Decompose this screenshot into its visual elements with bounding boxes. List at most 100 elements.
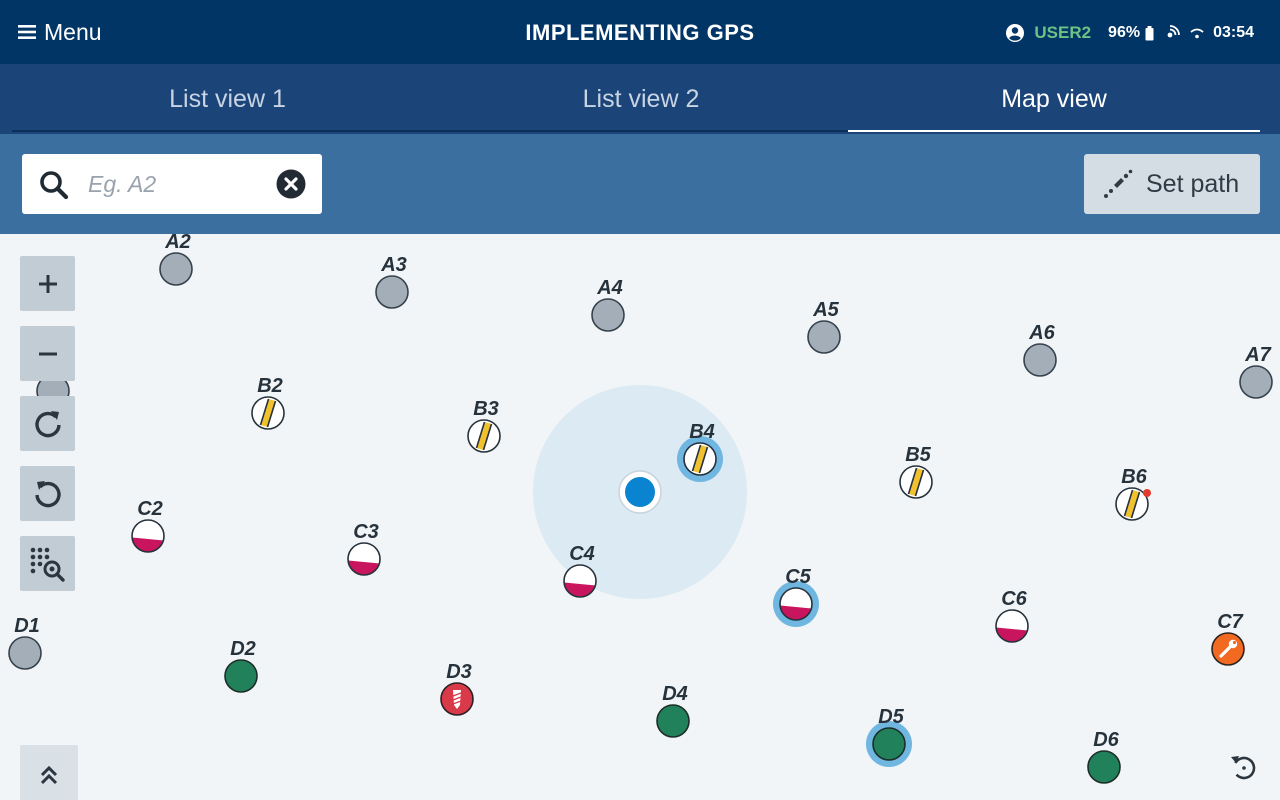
marker-label: A3 [380, 254, 407, 276]
tab-map-view[interactable]: Map view [848, 64, 1260, 134]
marker-label: B2 [257, 375, 283, 397]
marker-label: B3 [473, 398, 499, 420]
rotate-ccw-icon [34, 480, 61, 507]
alert-dot [1143, 489, 1151, 497]
expand-panel-button[interactable] [20, 745, 78, 800]
set-path-label: Set path [1146, 169, 1240, 198]
tab-list-view-2[interactable]: List view 2 [582, 84, 700, 113]
marker-label: B4 [689, 421, 715, 443]
wifi-icon [1190, 28, 1204, 39]
marker-label: A2 [164, 234, 191, 253]
battery-level: 96% [1108, 24, 1141, 41]
map-marker-d1[interactable]: D1 [8, 615, 42, 670]
search-icon [40, 171, 69, 200]
map-marker-a4[interactable]: A4 [591, 277, 625, 332]
half-filled-marker-icon [563, 564, 597, 598]
striped-marker-icon [467, 419, 501, 453]
map-marker-d4[interactable]: D4 [656, 683, 690, 738]
undo-button[interactable] [20, 466, 75, 521]
status-bar: USER2 96% 03:54 [1005, 20, 1254, 46]
drill-marker-icon [440, 682, 474, 716]
top-bar: Menu IMPLEMENTING GPS USER2 96% [0, 0, 1280, 64]
clear-search-icon[interactable] [276, 169, 306, 199]
map-marker-c7[interactable]: C7 [1211, 611, 1245, 666]
map-marker-a6[interactable]: A6 [1023, 322, 1057, 377]
map-area[interactable]: A2 A3 A4 A5 A6 A7 B2 B3 B4 B5 B6 C2 C3 C4 C5 C6 C7 D1 D2 D3… [0, 234, 1280, 800]
map-marker-b6[interactable]: B6 [1115, 466, 1151, 521]
marker-label: D4 [662, 683, 688, 705]
wrench-marker-icon [1211, 632, 1245, 666]
striped-marker-icon [683, 442, 717, 476]
redo-button[interactable] [20, 396, 75, 451]
marker-label: D1 [14, 615, 40, 637]
tab-list-view-1[interactable]: List view 1 [169, 84, 286, 113]
grey-marker-icon [807, 320, 841, 354]
map-marker-a3[interactable]: A3 [375, 254, 409, 309]
current-location-marker [618, 470, 662, 514]
marker-label: A7 [1244, 344, 1271, 366]
refresh-location-icon [1231, 756, 1256, 780]
green-marker-icon [656, 704, 690, 738]
user-name: USER2 [1034, 23, 1092, 42]
green-marker-icon [872, 727, 906, 761]
map-marker-c6[interactable]: C6 [995, 588, 1029, 643]
marker-label: C3 [353, 521, 379, 543]
zoom-in-button[interactable] [20, 256, 75, 311]
clock-time: 03:54 [1213, 24, 1254, 41]
striped-marker-icon [1115, 487, 1149, 521]
recenter-button[interactable] [1224, 748, 1262, 786]
set-path-button[interactable]: Set path [1084, 154, 1260, 214]
menu-label: Menu [44, 18, 102, 45]
grey-marker-icon [591, 298, 625, 332]
grid-search-icon [30, 547, 65, 582]
map-marker-b2[interactable]: B2 [251, 375, 285, 430]
hamburger-icon [18, 25, 36, 39]
map-marker-d2[interactable]: D2 [224, 638, 258, 693]
path-icon [1104, 169, 1133, 198]
user-icon [1006, 24, 1025, 42]
map-marker-c2[interactable]: C2 [131, 498, 165, 553]
marker-label: A6 [1028, 322, 1055, 344]
marker-label: C4 [569, 543, 595, 565]
map-marker-d5[interactable]: D5 [866, 706, 912, 767]
marker-label: D2 [230, 638, 256, 660]
zoom-out-button[interactable] [20, 326, 75, 381]
marker-label: A5 [812, 299, 839, 321]
grey-marker-icon [8, 636, 42, 670]
plus-icon [38, 274, 57, 293]
half-filled-marker-icon [995, 609, 1029, 643]
tabs-divider [12, 130, 848, 132]
half-filled-marker-icon [779, 587, 813, 621]
map-marker-a2[interactable]: A2 [159, 234, 193, 286]
map-marker-a5[interactable]: A5 [807, 299, 841, 354]
map-canvas[interactable]: A2 A3 A4 A5 A6 A7 B2 B3 B4 B5 B6 C2 C3 C4 C5 C6 C7 D1 D2 D3… [0, 234, 1280, 800]
double-chevron-up-icon [40, 765, 58, 785]
map-marker-b3[interactable]: B3 [467, 398, 501, 453]
striped-marker-icon [899, 465, 933, 499]
green-marker-icon [1087, 750, 1121, 784]
map-marker-c3[interactable]: C3 [347, 521, 381, 576]
map-marker-d6[interactable]: D6 [1087, 729, 1121, 784]
map-marker-b4[interactable]: B4 [677, 421, 723, 482]
marker-label: C7 [1217, 611, 1243, 633]
menu-button[interactable]: Menu [18, 16, 102, 48]
marker-label: A4 [596, 277, 623, 299]
marker-label: C5 [785, 566, 811, 588]
marker-label: D3 [446, 661, 472, 683]
map-marker-c5[interactable]: C5 [773, 566, 819, 627]
marker-label: B5 [905, 444, 931, 466]
map-marker-b5[interactable]: B5 [899, 444, 933, 499]
grey-marker-icon [1023, 343, 1057, 377]
marker-label: D6 [1093, 729, 1119, 751]
map-marker-c4[interactable]: C4 [563, 543, 597, 598]
grid-search-button[interactable] [20, 536, 75, 591]
marker-label: C2 [137, 498, 163, 520]
search-toolbar: Set path [0, 134, 1280, 234]
search-box [22, 154, 322, 214]
half-filled-marker-icon [347, 542, 381, 576]
search-input[interactable] [88, 166, 268, 202]
map-marker-a7[interactable]: A7 [1239, 344, 1273, 399]
grey-marker-icon [1239, 365, 1273, 399]
map-marker-d3[interactable]: D3 [440, 661, 474, 716]
